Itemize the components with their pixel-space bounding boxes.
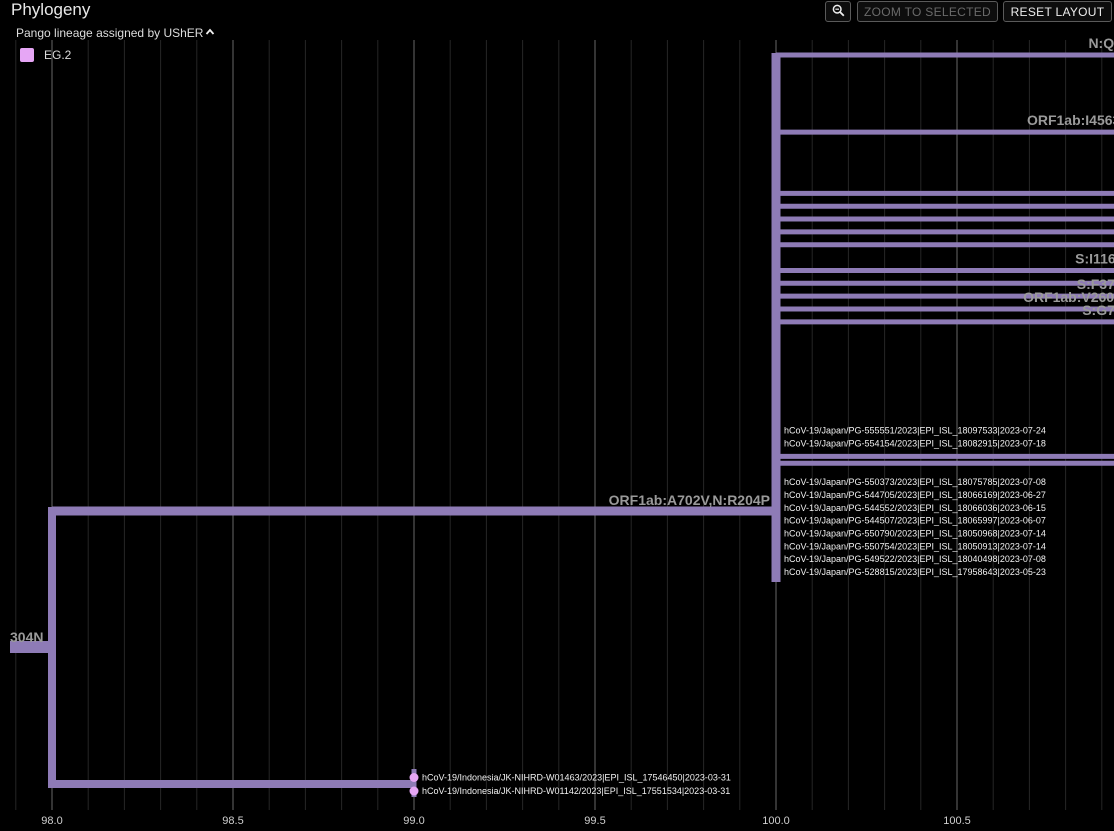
zoom-to-selected-button[interactable]: ZOOM TO SELECTED — [857, 1, 998, 22]
tip-label: hCoV-19/Japan/PG-550790/2023|EPI_ISL_180… — [784, 528, 1046, 538]
tip-label: hCoV-19/Japan/PG-544507/2023|EPI_ISL_180… — [784, 516, 1046, 526]
tip-label: hCoV-19/Indonesia/JK-NIHRD-W01142/2023|E… — [422, 786, 730, 796]
mutation-label: ORF1ab:A702V,N:R204P — [609, 492, 770, 508]
mutation-label: 304N — [10, 629, 43, 645]
tip-label: hCoV-19/Japan/PG-544552/2023|EPI_ISL_180… — [784, 503, 1046, 513]
magnifier-icon — [832, 4, 845, 20]
legend-swatch[interactable] — [20, 48, 34, 62]
mutation-label: N:Q7K — [1088, 35, 1114, 51]
chevron-up-icon — [205, 27, 215, 39]
tip-node[interactable] — [409, 773, 419, 782]
tip-label: hCoV-19/Indonesia/JK-NIHRD-W01463/2023|E… — [422, 773, 731, 783]
tip-label: hCoV-19/Japan/PG-544705/2023|EPI_ISL_180… — [784, 490, 1046, 500]
axis-tick-label: 99.5 — [584, 815, 605, 827]
axis-tick-label: 99.0 — [403, 815, 424, 827]
mutation-label: S:F371S — [1077, 276, 1114, 292]
axis-tick-label: 100.5 — [943, 815, 971, 827]
mutation-label: S:G75V — [1082, 302, 1114, 318]
legend: EG.2 — [20, 48, 71, 62]
axis-tick-label: 98.5 — [222, 815, 243, 827]
tip-label: hCoV-19/Japan/PG-554154/2023|EPI_ISL_180… — [784, 439, 1046, 449]
lineage-label-text: Pango lineage assigned by UShER — [16, 26, 204, 40]
tip-label: hCoV-19/Japan/PG-550373/2023|EPI_ISL_180… — [784, 477, 1046, 487]
tip-label: hCoV-19/Japan/PG-528815/2023|EPI_ISL_179… — [784, 567, 1046, 577]
tip-node[interactable] — [409, 786, 419, 796]
mutation-label: ORF1ab:V2604A — [1023, 289, 1114, 305]
legend-label: EG.2 — [44, 48, 72, 62]
axis-tick-label: 98.0 — [41, 815, 62, 827]
tip-label: hCoV-19/Japan/PG-555551/2023|EPI_ISL_180… — [784, 426, 1046, 436]
mutation-label: S:I1169T — [1075, 250, 1114, 266]
reset-layout-button[interactable]: RESET LAYOUT — [1003, 1, 1112, 22]
tip-label: hCoV-19/Japan/PG-550754/2023|EPI_ISL_180… — [784, 541, 1046, 551]
zoom-button[interactable] — [825, 1, 851, 22]
lineage-colorby-toggle[interactable]: Pango lineage assigned by UShER — [16, 26, 215, 40]
axis-tick-label: 100.0 — [762, 815, 790, 827]
tip-label: hCoV-19/Japan/PG-549522/2023|EPI_ISL_180… — [784, 554, 1046, 564]
panel-title: Phylogeny — [11, 0, 91, 19]
mutation-label: ORF1ab:I4563M — [1027, 112, 1114, 128]
